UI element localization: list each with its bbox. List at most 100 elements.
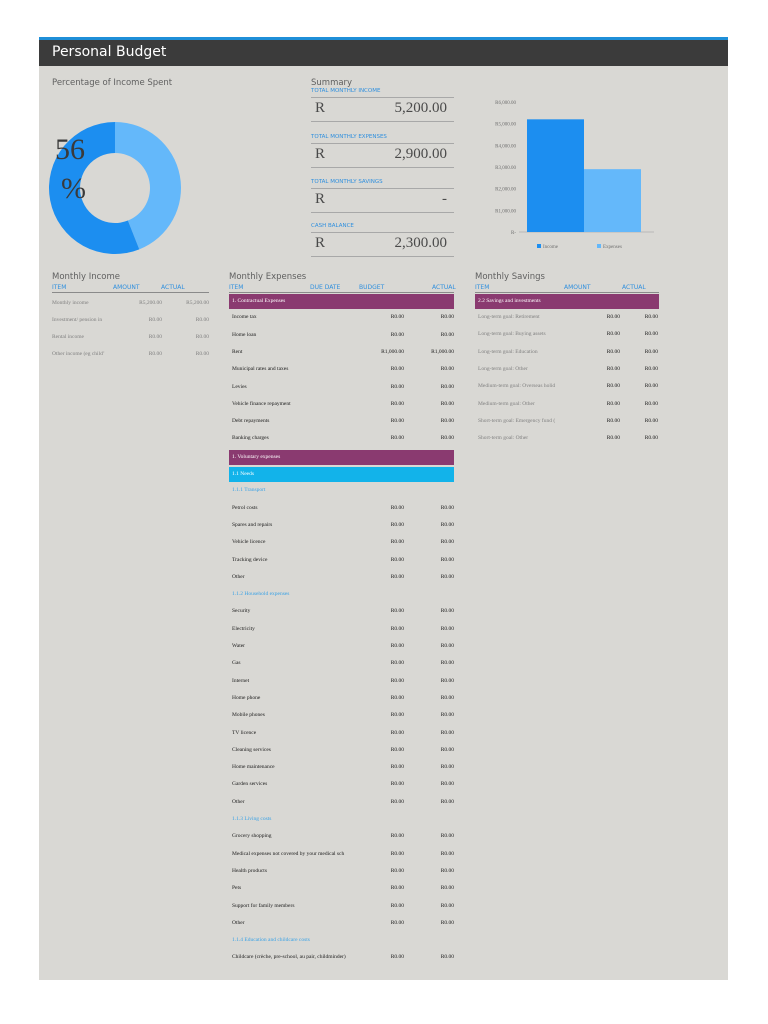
summary-currency: R bbox=[315, 146, 326, 162]
expense-actual: R0.00 bbox=[440, 764, 454, 771]
expense-item: Other bbox=[232, 573, 245, 580]
expense-actual: R0.00 bbox=[440, 504, 454, 511]
expense-budget: R0.00 bbox=[390, 331, 404, 338]
expense-budget: R0.00 bbox=[390, 954, 404, 961]
expense-budget: R0.00 bbox=[390, 608, 404, 615]
expenses-subcategory: 1.1.3 Living costs bbox=[232, 816, 272, 822]
expenses-category-band: 1. Voluntary expenses bbox=[229, 449, 454, 465]
expense-item: Garden services bbox=[232, 781, 268, 788]
legend-label: Expenses bbox=[603, 245, 622, 250]
savings-row: Medium-term goal: Overseas holid R0.00 R0.… bbox=[475, 380, 659, 394]
savings-column-header: AMOUNT bbox=[564, 284, 591, 291]
expense-actual: R0.00 bbox=[440, 677, 454, 684]
expense-item: Home maintenance bbox=[232, 764, 275, 771]
expense-actual: R0.00 bbox=[440, 712, 454, 719]
expense-actual: R0.00 bbox=[440, 954, 454, 961]
savings-row: Short-term goal: Emergency fund (R0.00 R0… bbox=[475, 415, 659, 429]
expenses-row: Home loan R0.00 R0.00 bbox=[229, 329, 454, 343]
income-amount: R0.00 bbox=[148, 351, 162, 357]
expense-item: Rent bbox=[232, 348, 243, 355]
savings-row: Long-term goal: Other R0.00 R0.00 bbox=[475, 363, 659, 377]
title-bar: Personal Budget bbox=[39, 40, 728, 66]
expense-actual: R0.00 bbox=[440, 660, 454, 667]
savings-row: Medium-term goal: Other R0.00 R0.00 bbox=[475, 398, 659, 412]
summary-divider bbox=[311, 232, 454, 233]
summary-value: 5,200.00 bbox=[394, 100, 448, 116]
income-amount: R5,200.00 bbox=[139, 300, 162, 306]
income-spent-donut-chart bbox=[49, 122, 182, 254]
category-label: 2.2 Savings and investments bbox=[478, 298, 541, 304]
income-row: Monthly income R5,200.00 R5,200.00 bbox=[52, 297, 209, 311]
budget-sheet: Personal Budget Percentage of Income Spe… bbox=[39, 37, 728, 980]
expense-budget: R0.00 bbox=[390, 764, 404, 771]
expense-item: Grocery shopping bbox=[232, 833, 272, 840]
expense-actual: R0.00 bbox=[440, 919, 454, 926]
expense-item: Support for family members bbox=[232, 902, 295, 909]
expense-item: Gas bbox=[232, 660, 241, 667]
income-amount: R0.00 bbox=[148, 317, 162, 323]
expense-actual: R0.00 bbox=[440, 573, 454, 580]
expenses-row: Medical expenses not covered by your med… bbox=[229, 848, 454, 862]
expenses-row: Rent R1,000.00 R1,000.00 bbox=[229, 346, 454, 360]
expense-budget: R0.00 bbox=[390, 435, 404, 442]
summary-currency: R bbox=[315, 100, 326, 116]
expenses-row: Income tax R0.00 R0.00 bbox=[229, 311, 454, 325]
expense-budget: R0.00 bbox=[390, 418, 404, 425]
summary-currency: R bbox=[315, 235, 326, 251]
expenses-row: Debt repayments R0.00 R0.00 bbox=[229, 415, 454, 429]
donut-spent-slice bbox=[49, 122, 140, 254]
summary-value: - bbox=[442, 191, 447, 207]
expense-budget: R0.00 bbox=[390, 694, 404, 701]
expense-actual: R1,000.00 bbox=[431, 348, 454, 355]
expense-budget: R0.00 bbox=[390, 729, 404, 736]
savings-actual: R0.00 bbox=[644, 365, 658, 372]
expense-actual: R0.00 bbox=[440, 746, 454, 753]
savings-column-header: ITEM bbox=[475, 284, 490, 291]
income-header-line bbox=[52, 292, 209, 293]
expense-item: Petrol costs bbox=[232, 504, 258, 511]
legend-swatch bbox=[597, 244, 601, 248]
expense-budget: R0.00 bbox=[390, 746, 404, 753]
expenses-row: Pets R0.00 R0.00 bbox=[229, 882, 454, 896]
category-label: 1. Contractual Expenses bbox=[232, 298, 286, 304]
savings-item: Long-term goal: Education bbox=[478, 348, 538, 355]
page-title: Personal Budget bbox=[52, 44, 167, 60]
savings-row: Long-term goal: Education R0.00 R0.00 bbox=[475, 346, 659, 360]
expense-item: TV licence bbox=[232, 729, 257, 736]
expense-actual: R0.00 bbox=[440, 885, 454, 892]
expense-actual: R0.00 bbox=[440, 331, 454, 338]
y-tick-label: R1,000.00 bbox=[495, 209, 516, 214]
expenses-row: Childcare (crèche, pre-school, au pair, … bbox=[229, 951, 454, 965]
pct-section-title: Percentage of Income Spent bbox=[52, 78, 173, 88]
bar-income bbox=[527, 119, 584, 232]
expenses-row: Health products R0.00 R0.00 bbox=[229, 865, 454, 879]
savings-amount: R0.00 bbox=[606, 417, 620, 424]
expenses-row: Security R0.00 R0.00 bbox=[229, 605, 454, 619]
expenses-row: Petrol costs R0.00 R0.00 bbox=[229, 502, 454, 516]
expenses-row: Municipal rates and taxes R0.00 R0.00 bbox=[229, 363, 454, 377]
expenses-row: TV licence R0.00 R0.00 bbox=[229, 727, 454, 741]
income-actual: R5,200.00 bbox=[186, 300, 209, 306]
expense-budget: R0.00 bbox=[390, 833, 404, 840]
expense-actual: R0.00 bbox=[440, 539, 454, 546]
expenses-row: Mobile phones R0.00 R0.00 bbox=[229, 709, 454, 723]
expense-budget: R0.00 bbox=[390, 781, 404, 788]
expense-item: Pets bbox=[232, 885, 242, 892]
income-row: Other income (eg child’ R0.00 R0.00 bbox=[52, 348, 209, 362]
expenses-row: Cleaning services R0.00 R0.00 bbox=[229, 744, 454, 758]
expense-item: Water bbox=[232, 643, 245, 649]
income-title: Monthly Income bbox=[52, 272, 121, 282]
summary-divider bbox=[311, 97, 454, 98]
savings-amount: R0.00 bbox=[606, 400, 620, 407]
expense-item: Tracking device bbox=[232, 556, 268, 563]
y-tick-label: R4,000.00 bbox=[495, 144, 516, 149]
expense-budget: R0.00 bbox=[390, 383, 404, 390]
expense-budget: R0.00 bbox=[390, 867, 404, 874]
savings-item: Short-term goal: Emergency fund ( bbox=[478, 417, 556, 424]
expense-budget: R0.00 bbox=[390, 400, 404, 407]
savings-category-band: 2.2 Savings and investments bbox=[475, 294, 659, 309]
summary-label: TOTAL MONTHLY SAVINGS bbox=[311, 179, 383, 185]
savings-item: Long-term goal: Other bbox=[478, 365, 528, 372]
expense-actual: R0.00 bbox=[440, 850, 454, 857]
expense-item: Childcare (crèche, pre-school, au pair, … bbox=[232, 954, 346, 961]
